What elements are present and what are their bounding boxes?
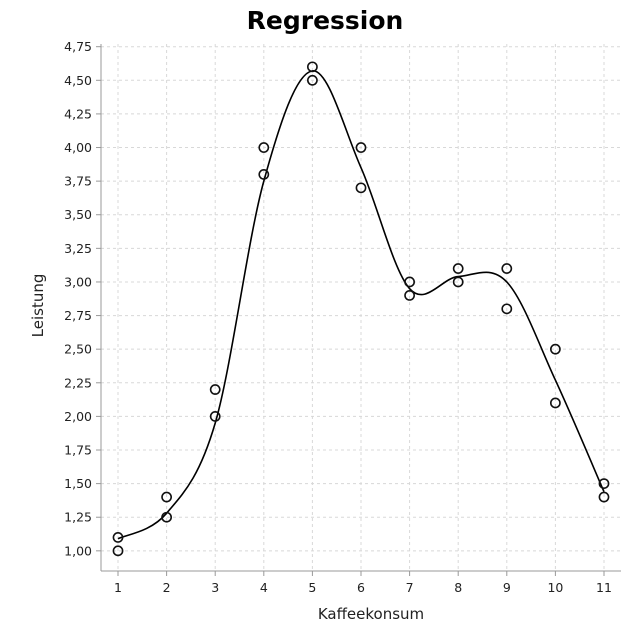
- data-point: [598, 491, 610, 503]
- data-point: [598, 478, 610, 490]
- data-point: [404, 276, 415, 288]
- data-point: [209, 410, 221, 422]
- data-points: [112, 61, 610, 557]
- x-tick-label: 7: [406, 580, 414, 595]
- tick-labels: 1,00 1,25 1,50 1,75 2,00 2,25 2,50 2,75 3,00 3,25…: [64, 39, 612, 595]
- grid: [101, 44, 621, 571]
- data-point: [501, 303, 513, 315]
- y-tick-label: 2,00: [64, 409, 92, 424]
- y-tick-label: 2,75: [64, 308, 92, 323]
- y-tick-label: 1,00: [64, 543, 92, 558]
- y-tick-label: 1,50: [64, 476, 92, 491]
- data-point: [355, 182, 367, 194]
- axes: [96, 44, 621, 576]
- x-tick-label: 1: [114, 580, 122, 595]
- data-point: [161, 491, 173, 503]
- y-tick-label: 3,25: [64, 241, 92, 256]
- chart-title: Regression: [246, 6, 404, 35]
- y-tick-label: 1,75: [64, 443, 92, 458]
- x-tick-label: 5: [308, 580, 316, 595]
- y-tick-label: 3,75: [64, 174, 92, 189]
- regression-curve-layer: [117, 70, 605, 540]
- data-point: [355, 142, 367, 153]
- y-tick-label: 4,00: [64, 140, 92, 155]
- y-tick-label: 4,75: [64, 39, 92, 54]
- data-point: [112, 545, 124, 557]
- data-point: [258, 169, 270, 180]
- data-point: [404, 290, 415, 301]
- x-tick-label: 8: [454, 580, 462, 595]
- data-point: [501, 263, 513, 274]
- y-tick-label: 4,25: [64, 106, 92, 121]
- data-point: [549, 343, 561, 355]
- y-tick-label: 3,50: [64, 207, 92, 222]
- data-point: [258, 142, 270, 153]
- regression-curve: [117, 70, 605, 540]
- x-tick-label: 2: [163, 580, 171, 595]
- data-point: [307, 74, 318, 86]
- data-point: [209, 384, 221, 395]
- data-point: [307, 61, 318, 73]
- y-tick-label: 4,50: [64, 73, 92, 88]
- data-point: [161, 511, 173, 523]
- x-tick-label: 10: [547, 580, 563, 595]
- data-point: [549, 397, 561, 409]
- y-tick-label: 1,25: [64, 510, 92, 525]
- x-tick-label: 9: [503, 580, 511, 595]
- x-tick-label: 4: [260, 580, 268, 595]
- data-point: [452, 276, 464, 288]
- y-tick-label: 2,25: [64, 375, 92, 390]
- x-tick-label: 6: [357, 580, 365, 595]
- y-tick-label: 2,50: [64, 342, 92, 357]
- x-tick-label: 11: [596, 580, 612, 595]
- data-point: [452, 263, 464, 274]
- x-axis-title: Kaffeekonsum: [318, 605, 424, 623]
- y-tick-label: 3,00: [64, 274, 92, 289]
- data-point: [112, 531, 124, 543]
- y-axis-title: Leistung: [29, 274, 47, 338]
- x-tick-label: 3: [211, 580, 219, 595]
